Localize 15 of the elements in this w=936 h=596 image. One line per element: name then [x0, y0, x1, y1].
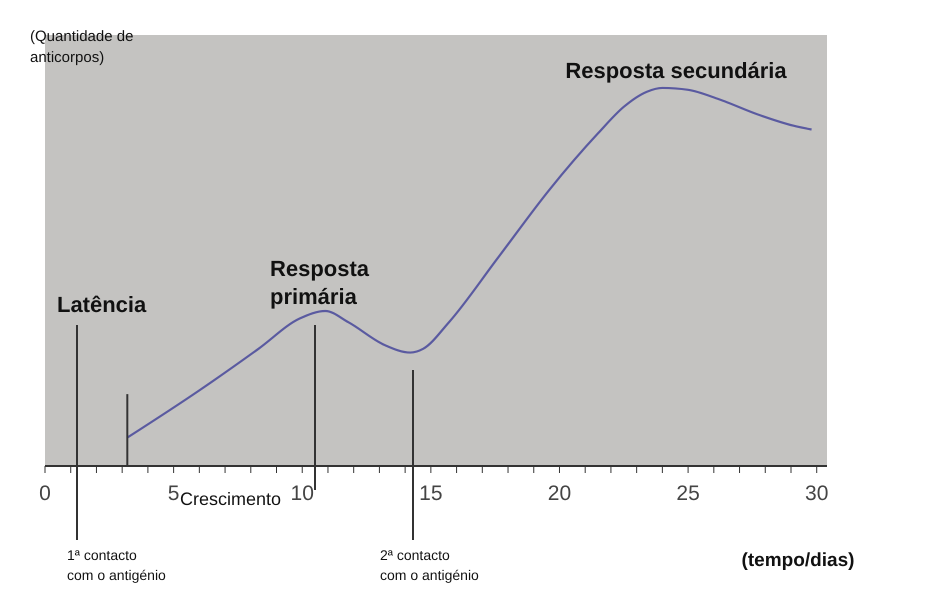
- annotation: Resposta primária: [270, 256, 370, 309]
- text: 1ª contacto com o antigénio: [67, 547, 166, 583]
- x-tick-label: 0: [39, 482, 51, 505]
- x-tick-label: 30: [805, 482, 828, 505]
- x-tick-label: 15: [419, 482, 443, 505]
- x-tick-label: 20: [548, 482, 572, 505]
- y-axis-title: (Quantidade de anticorpos): [30, 28, 134, 66]
- x-tick-label: 25: [676, 482, 700, 505]
- text: 2ª contacto com o antigénio: [380, 547, 480, 583]
- x-tick-label: 5: [168, 482, 180, 505]
- text: Resposta secundária: [565, 58, 788, 83]
- text: Crescimento: [180, 489, 282, 509]
- annotation: Latência: [57, 292, 148, 317]
- x-tick-label: 10: [290, 482, 314, 505]
- x-axis-title: (tempo/dias): [742, 550, 854, 571]
